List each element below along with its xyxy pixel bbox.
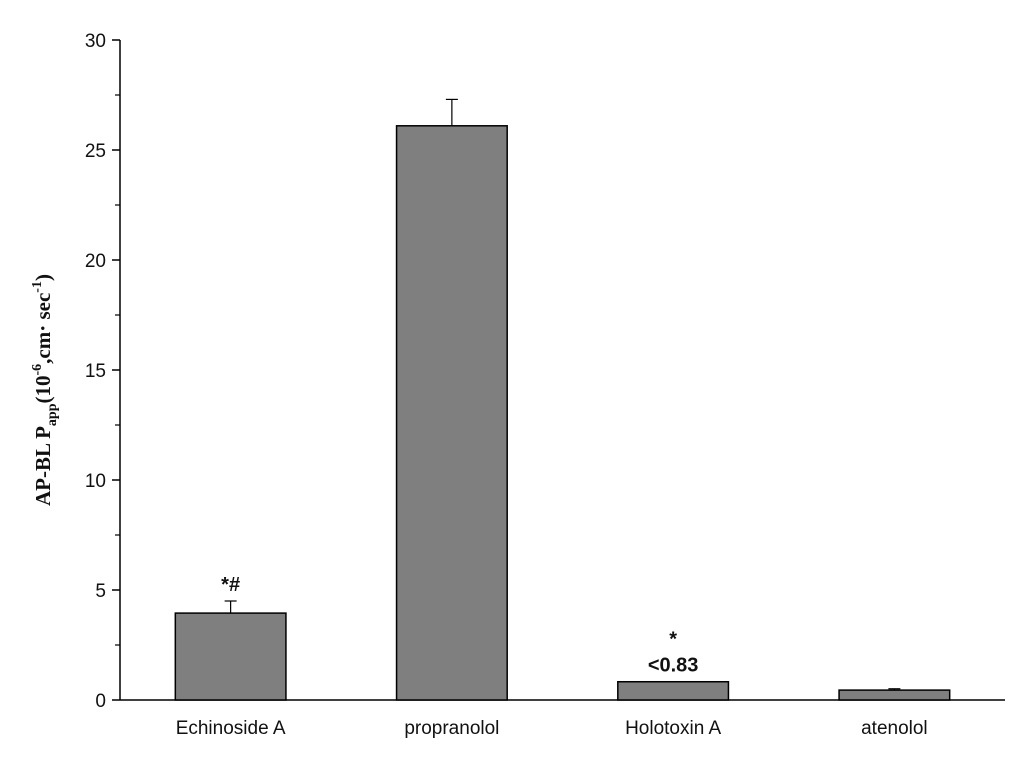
y-tick-label: 10 [85,471,106,492]
bar [395,125,508,701]
x-tick-label: Echinoside A [176,718,286,739]
x-tick-label: atenolol [861,718,928,739]
y-tick-label: 20 [85,251,106,272]
bar [617,680,730,701]
y-tick-label: 15 [85,361,106,382]
y-axis-label-unit-open: (10 [31,375,55,403]
chart-axes [112,39,1005,701]
y-axis-label-unit-mid: ,cm· sec [31,293,55,364]
bar [838,689,951,701]
y-axis-label-unit-exp2: -1 [30,281,45,293]
chart-bars [174,98,951,701]
x-tick-label: Holotoxin A [625,718,721,739]
y-axis-label-main: AP-BL P [31,426,55,506]
chart-labels: 0 5 10 15 20 25 30 Echinoside A propranolol Holot… [85,31,928,739]
bar-annotation: *# [221,574,240,596]
y-tick-label: 30 [85,31,106,52]
y-tick-label: 5 [95,581,106,602]
y-axis-label-unit-exp: -6 [30,364,45,376]
y-axis-label-sub: app [45,403,60,426]
x-tick-label: propranolol [404,718,499,739]
y-axis-label-unit-close: ) [31,274,55,281]
bar-annotation: <0.83 [648,655,699,677]
y-tick-label: 25 [85,141,106,162]
bar [174,612,287,701]
bar-annotation: * [669,629,677,651]
y-axis-label: AP-BL Papp(10-6,cm· sec-1) [30,274,60,506]
y-tick-label: 0 [95,691,106,712]
